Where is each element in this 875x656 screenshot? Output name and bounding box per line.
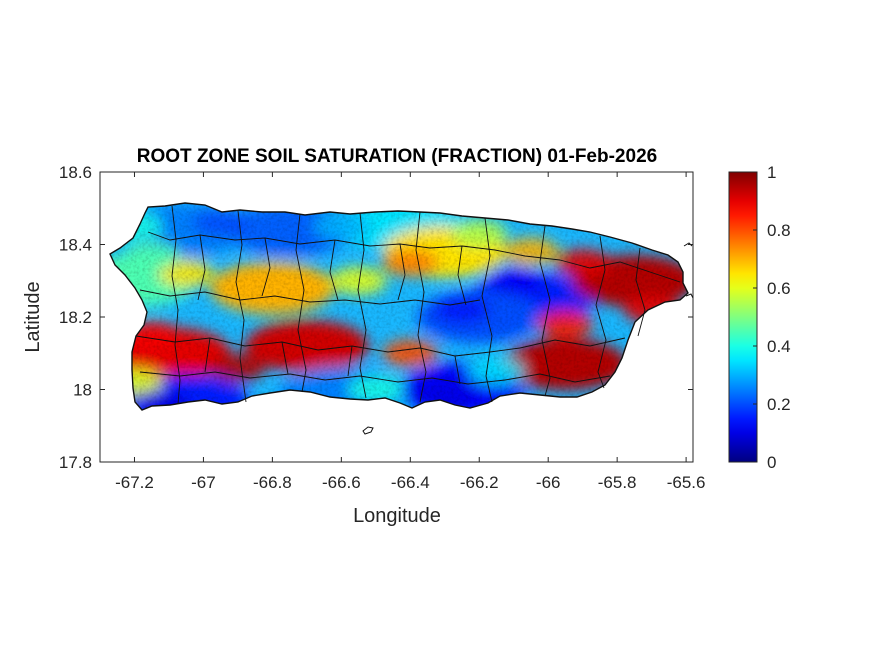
municipal-boundary	[171, 205, 181, 405]
municipal-boundary	[454, 355, 461, 385]
colorbar-tick-label: 0	[767, 453, 776, 472]
municipal-boundary	[595, 235, 607, 389]
saturation-field	[110, 203, 688, 410]
x-axis-ticks: -67.2 -67 -66.8 -66.6 -66.4 -66.2 -66 -65.8 -65.…	[115, 172, 705, 492]
y-axis-ticks: 18.6 18.4 18.2 18 17.8	[59, 163, 693, 472]
y-tick-label: 18.2	[59, 308, 92, 327]
municipal-boundary	[197, 234, 206, 301]
x-tick-label: -65.8	[598, 473, 637, 492]
municipal-boundary	[295, 213, 307, 393]
municipal-boundary	[204, 337, 211, 373]
x-tick-label: -66.2	[460, 473, 499, 492]
x-tick-label: -66.6	[322, 473, 361, 492]
municipal-boundaries	[135, 205, 681, 405]
x-tick-label: -66.4	[391, 473, 430, 492]
y-tick-label: 18	[73, 381, 92, 400]
municipal-boundary	[357, 212, 367, 399]
y-tick-label: 18.4	[59, 236, 92, 255]
y-tick-label: 17.8	[59, 453, 92, 472]
x-tick-label: -66.8	[253, 473, 292, 492]
colorbar	[728, 171, 758, 463]
x-tick-label: -66	[536, 473, 561, 492]
municipal-boundary	[635, 247, 646, 337]
x-axis-label: Longitude	[353, 505, 441, 527]
municipal-boundary	[235, 210, 247, 403]
colorbar-tick-label: 0.8	[767, 221, 791, 240]
municipal-boundary	[329, 239, 339, 301]
colorbar-tick-label: 0.4	[767, 337, 791, 356]
municipal-boundary	[139, 371, 506, 385]
municipal-boundary	[397, 243, 406, 301]
colorbar-tick-label: 0.6	[767, 279, 791, 298]
x-tick-label: -65.6	[667, 473, 706, 492]
island-coastline	[109, 202, 689, 411]
municipal-boundary	[261, 237, 271, 297]
map-title: ROOT ZONE SOIL SATURATION (FRACTION) 01-…	[137, 146, 657, 167]
x-tick-label: -67.2	[115, 473, 154, 492]
municipal-boundary	[539, 225, 551, 397]
municipal-boundary	[457, 245, 467, 306]
municipal-boundary	[347, 345, 353, 377]
caja-de-muertos-island	[362, 426, 374, 435]
colorbar-ticks: 1 0.8 0.6 0.4 0.2 0	[753, 163, 791, 472]
x-tick-label: -67	[191, 473, 216, 492]
municipal-boundary	[415, 211, 427, 403]
municipal-boundary	[504, 373, 611, 383]
colorbar-tick-label: 0.2	[767, 395, 791, 414]
municipal-boundary	[559, 259, 681, 283]
municipal-boundary	[281, 341, 289, 375]
municipal-boundary	[135, 335, 521, 357]
municipal-boundary	[139, 289, 481, 306]
municipal-boundary	[481, 217, 493, 403]
y-tick-label: 18.6	[59, 163, 92, 182]
y-axis-label: Latitude	[22, 281, 44, 352]
municipal-boundary	[519, 337, 626, 349]
colorbar-tick-label: 1	[767, 163, 776, 182]
